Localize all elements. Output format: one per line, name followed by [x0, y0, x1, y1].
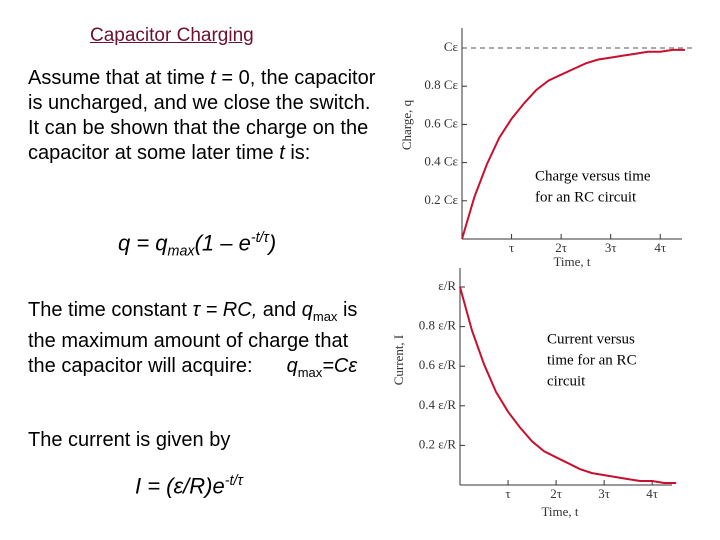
text: = 0, the capacitor is uncharged, and we … — [28, 67, 376, 164]
text: q — [286, 355, 298, 377]
text: ) — [268, 230, 277, 256]
x-tick-label: 4τ — [654, 240, 666, 255]
text: The time constant — [28, 299, 193, 321]
superscript: -t/τ — [224, 473, 243, 489]
x-tick-label: τ — [509, 240, 514, 255]
x-tick-label: τ — [505, 486, 510, 501]
equation: I = (ε/R)e-t/τ — [135, 473, 243, 499]
x-tick-label: 2τ — [550, 486, 562, 501]
x-tick-label: 4τ — [646, 486, 658, 501]
text: (1 – e — [194, 230, 251, 256]
caption: Charge versus time — [535, 168, 651, 184]
y-axis-label: Charge, q — [399, 99, 414, 150]
curve — [459, 286, 677, 484]
y-tick-label: Cε — [444, 39, 459, 54]
y-tick-label: 0.8 Cε — [424, 77, 458, 92]
caption: circuit — [547, 373, 586, 389]
y-tick-label: 0.8 ε/R — [419, 318, 457, 333]
caption: for an RC circuit — [535, 189, 637, 205]
text: I = (ε/R)e — [135, 473, 225, 499]
superscript: -t/τ — [250, 230, 269, 246]
x-axis-label: Time, t — [553, 254, 590, 269]
text: q — [301, 299, 313, 321]
text: =Cε — [322, 355, 358, 377]
paragraph: Assume that at time t = 0, the capacitor… — [28, 66, 380, 166]
caption: Current versus — [547, 331, 635, 347]
subscript: max — [297, 365, 323, 380]
x-axis-label: Time, t — [541, 504, 578, 519]
paragraph: The time constant τ = RC, and qmax is th… — [28, 298, 368, 385]
text: q = q — [118, 230, 168, 256]
text: t — [279, 142, 285, 164]
y-tick-label: 0.6 ε/R — [419, 357, 457, 372]
paragraph: The current is given by — [28, 429, 231, 451]
text: and — [257, 299, 302, 321]
slide-title: Capacitor Charging — [90, 25, 254, 46]
y-tick-label: 0.6 Cε — [424, 115, 458, 130]
equation: q = qmax(1 – e-t/τ) — [118, 230, 276, 260]
text: t — [210, 67, 216, 89]
caption: time for an RC — [547, 352, 637, 368]
y-tick-label: 0.4 ε/R — [419, 397, 457, 412]
text: is: — [284, 142, 311, 164]
text: is the maximum amount of charge that the… — [28, 299, 358, 377]
x-tick-label: 3τ — [605, 240, 617, 255]
text: τ = RC, — [192, 299, 258, 321]
y-tick-label: 0.2 Cε — [424, 192, 458, 207]
x-tick-label: 2τ — [555, 240, 567, 255]
y-tick-label: 0.2 ε/R — [419, 436, 457, 451]
subscript: max — [167, 243, 195, 260]
text: Assume that at time — [28, 67, 211, 89]
y-tick-label: 0.4 Cε — [424, 154, 458, 169]
subscript: max — [312, 309, 338, 324]
y-axis-label: Current, I — [391, 335, 406, 386]
x-tick-label: 3τ — [598, 486, 610, 501]
curve — [461, 48, 685, 240]
y-tick-label: ε/R — [438, 278, 456, 293]
